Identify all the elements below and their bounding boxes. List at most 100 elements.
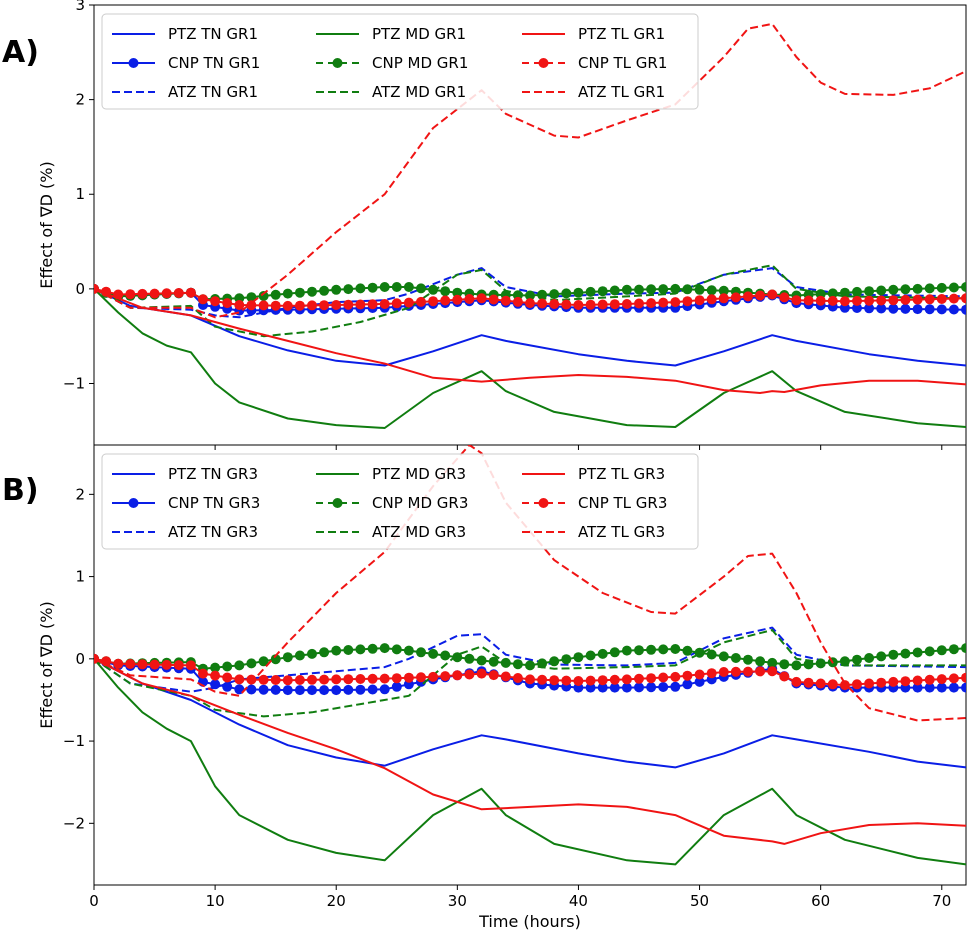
series-marker-cnp-tl-gr3 [173, 660, 184, 671]
legend-label: CNP TL GR1 [578, 54, 667, 72]
series-marker-cnp-md-gr1 [282, 288, 293, 299]
series-marker-cnp-tn-gr1 [876, 303, 887, 314]
series-marker-cnp-tl-gr1 [537, 298, 548, 309]
series-marker-cnp-tl-gr1 [355, 299, 366, 310]
series-marker-cnp-tn-gr3 [282, 685, 293, 696]
x-tick-label: 60 [811, 892, 830, 910]
series-marker-cnp-tl-gr3 [791, 676, 802, 687]
series-marker-cnp-md-gr3 [743, 654, 753, 665]
series-marker-cnp-tl-gr3 [246, 674, 257, 685]
series-marker-cnp-tl-gr3 [706, 668, 717, 679]
series-marker-cnp-tn-gr1 [888, 303, 899, 314]
series-marker-cnp-tn-gr3 [307, 685, 317, 696]
legend-item-atz-tl-gr1: ATZ TL GR1 [522, 83, 665, 101]
series-marker-cnp-tl-gr1 [936, 294, 947, 304]
legend-box [101, 453, 699, 550]
series-marker-cnp-md-gr3 [464, 653, 475, 664]
series-marker-cnp-tl-gr1 [549, 299, 560, 309]
series-marker-cnp-md-gr1 [900, 284, 911, 295]
series-marker-cnp-md-gr3 [767, 657, 778, 668]
series-marker-cnp-tl-gr3 [525, 674, 535, 685]
series-marker-cnp-tl-gr1 [379, 299, 390, 309]
series-marker-cnp-md-gr3 [924, 646, 935, 657]
series-marker-cnp-md-gr3 [294, 650, 305, 661]
series-marker-cnp-tl-gr3 [755, 666, 766, 677]
legend-label: ATZ MD GR1 [372, 83, 466, 101]
series-marker-cnp-tl-gr1 [113, 289, 124, 300]
series-marker-cnp-md-gr3 [561, 654, 572, 665]
x-tick-label: 40 [569, 892, 588, 910]
series-marker-cnp-md-gr3 [718, 651, 729, 662]
series-marker-cnp-md-gr3 [476, 655, 487, 666]
legend-item-cnp-md-gr3: CNP MD GR3 [316, 494, 468, 512]
series-marker-cnp-md-gr3 [755, 656, 766, 667]
series-marker-cnp-tl-gr1 [331, 300, 342, 310]
series-marker-cnp-tl-gr1 [900, 294, 911, 305]
series-marker-cnp-tl-gr3 [585, 675, 596, 686]
series-marker-cnp-tl-gr1 [367, 299, 378, 310]
series-marker-cnp-md-gr3 [888, 649, 899, 660]
series-marker-cnp-md-gr3 [573, 652, 584, 663]
series-marker-cnp-tn-gr3 [682, 679, 693, 690]
series-line-atz-tn-gr3 [94, 626, 966, 693]
series-marker-cnp-tl-gr1 [246, 300, 257, 311]
series-marker-cnp-tl-gr3 [634, 673, 644, 684]
series-marker-cnp-tl-gr1 [839, 296, 850, 307]
series-marker-cnp-tl-gr3 [852, 679, 862, 690]
series-marker-cnp-tl-gr1 [888, 295, 899, 306]
legend-item-cnp-tn-gr1: CNP TN GR1 [112, 54, 260, 72]
series-marker-cnp-tl-gr1 [307, 300, 317, 311]
series-marker-cnp-tl-gr3 [367, 673, 378, 684]
series-marker-cnp-tl-gr3 [161, 659, 172, 670]
legend-marker [538, 58, 549, 68]
series-marker-cnp-tl-gr3 [961, 672, 966, 683]
legend-marker [332, 58, 343, 68]
x-tick-label: 50 [690, 892, 709, 910]
series-marker-cnp-md-gr1 [549, 289, 560, 300]
series-marker-cnp-tn-gr3 [270, 684, 281, 695]
series-marker-cnp-tl-gr3 [512, 673, 523, 683]
panel-a: −1 0 1 2 3 Effect of ∇D (%) A) PTZ TN GR1 CNP TN… [2, 0, 967, 450]
series-marker-cnp-md-gr3 [900, 648, 911, 659]
legend-item-ptz-tl-gr1: PTZ TL GR1 [522, 25, 665, 43]
series-marker-cnp-md-gr3 [549, 656, 560, 667]
series-marker-cnp-tn-gr3 [658, 682, 669, 692]
series-marker-cnp-md-gr1 [294, 287, 305, 298]
series-line-ptz-tl-gr1 [94, 287, 966, 394]
series-marker-cnp-tl-gr1 [767, 289, 778, 300]
series-marker-cnp-md-gr1 [888, 284, 899, 295]
y-tick-label: 0 [75, 650, 85, 668]
series-marker-cnp-md-gr3 [791, 660, 802, 671]
series-marker-cnp-tl-gr1 [319, 300, 330, 311]
series-marker-cnp-md-gr1 [246, 292, 257, 303]
series-marker-cnp-md-gr3 [948, 644, 959, 655]
series-marker-cnp-md-gr3 [634, 645, 644, 656]
series-marker-cnp-tl-gr1 [161, 288, 172, 299]
legend-label: CNP TN GR3 [168, 494, 260, 512]
series-marker-cnp-md-gr1 [379, 282, 390, 292]
series-marker-cnp-md-gr1 [403, 282, 414, 292]
series-marker-cnp-tl-gr1 [512, 296, 523, 307]
legend-label: ATZ TL GR1 [578, 83, 665, 101]
series-marker-cnp-tn-gr1 [948, 304, 959, 315]
series-marker-cnp-tl-gr1 [343, 299, 354, 310]
series-marker-cnp-tl-gr1 [646, 298, 657, 309]
series-marker-cnp-tl-gr3 [912, 675, 923, 686]
series-marker-cnp-tl-gr3 [767, 666, 778, 677]
series-marker-cnp-tl-gr3 [803, 677, 814, 688]
legend-label: PTZ MD GR1 [372, 25, 466, 43]
series-marker-cnp-tl-gr1 [827, 295, 838, 306]
series-marker-cnp-tn-gr3 [948, 682, 959, 693]
legend-label: ATZ TL GR3 [578, 523, 665, 541]
series-marker-cnp-tl-gr3 [730, 666, 741, 677]
series-marker-cnp-tl-gr3 [549, 675, 560, 686]
series-marker-cnp-tl-gr3 [839, 680, 850, 691]
series-marker-cnp-tl-gr3 [343, 674, 354, 685]
series-marker-cnp-tl-gr3 [743, 666, 753, 677]
series-marker-cnp-md-gr3 [670, 644, 681, 654]
series-marker-cnp-md-gr1 [876, 285, 887, 296]
series-marker-cnp-tl-gr3 [658, 672, 669, 683]
legend-label: PTZ TN GR1 [168, 25, 258, 43]
legend-item-atz-md-gr3: ATZ MD GR3 [316, 523, 466, 541]
